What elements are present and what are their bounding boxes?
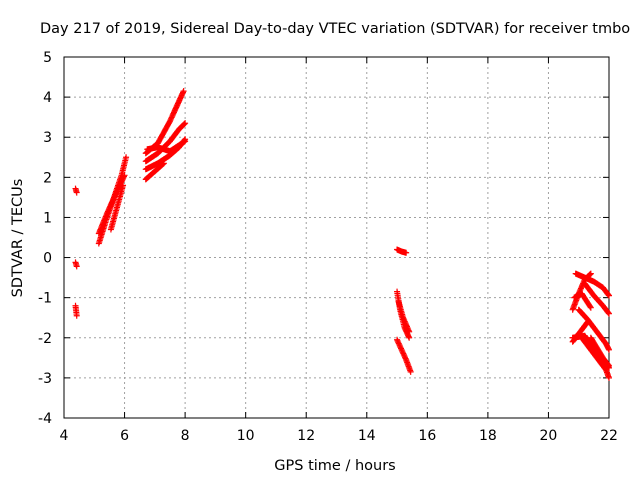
y-tick-label: 2 [43, 170, 52, 186]
y-tick-label: -4 [38, 411, 52, 427]
data-point-marker [587, 304, 594, 311]
data-point-marker [606, 374, 612, 381]
chart-title: Day 217 of 2019, Sidereal Day-to-day VTE… [40, 21, 630, 37]
x-tick-label: 6 [120, 428, 129, 444]
data-point-marker [587, 303, 594, 310]
grid-lines [64, 57, 609, 418]
y-tick-label: 0 [43, 251, 52, 267]
data-point-marker [605, 291, 612, 298]
data-point-marker [606, 346, 612, 353]
data-point-marker [406, 334, 413, 341]
data-point-marker [606, 292, 612, 299]
x-tick-label: 10 [237, 428, 255, 444]
data-point-marker [159, 161, 166, 168]
data-point-marker [584, 318, 591, 325]
x-tick-label: 20 [540, 428, 558, 444]
data-point-marker [73, 312, 80, 319]
y-tick-label: 4 [43, 90, 52, 106]
data-points [72, 88, 612, 381]
data-point-marker [160, 160, 167, 167]
y-axis-label: SDTVAR / TECUs [10, 179, 26, 298]
data-point-marker [403, 249, 410, 256]
x-tick-label: 8 [181, 428, 190, 444]
data-point-marker [123, 154, 130, 161]
data-point-marker [587, 271, 594, 278]
y-tick-label: 5 [43, 50, 52, 66]
x-tick-label: 14 [358, 428, 376, 444]
data-point-marker [160, 160, 167, 167]
data-point-marker [606, 362, 612, 369]
data-point-marker [182, 120, 189, 127]
x-tick-label: 18 [479, 428, 497, 444]
x-tick-label: 12 [297, 428, 315, 444]
data-point-marker [120, 182, 127, 189]
data-point-marker [605, 361, 612, 368]
data-point-marker [180, 88, 187, 95]
data-point-marker [121, 172, 128, 179]
data-point-marker [180, 121, 187, 128]
y-tick-label: -1 [38, 291, 52, 307]
x-axis-label: GPS time / hours [274, 458, 395, 474]
x-tick-label: 16 [418, 428, 436, 444]
data-point-marker [182, 138, 189, 145]
y-tick-label: -3 [38, 371, 52, 387]
plot-frame [63, 56, 610, 419]
data-point-marker [605, 309, 612, 316]
data-point-marker [606, 310, 612, 317]
data-point-marker [587, 270, 594, 277]
x-tick-label: 22 [600, 428, 618, 444]
data-point-marker [406, 328, 413, 335]
data-point-marker [584, 319, 591, 326]
y-tick-label: -2 [38, 331, 52, 347]
data-point-marker [73, 189, 80, 196]
data-point-marker [73, 263, 80, 270]
data-point-marker [181, 120, 188, 127]
data-point-marker [407, 368, 414, 375]
y-tick-label: 3 [43, 130, 52, 146]
y-tick-label: 1 [43, 210, 52, 226]
x-tick-label: 4 [60, 428, 69, 444]
